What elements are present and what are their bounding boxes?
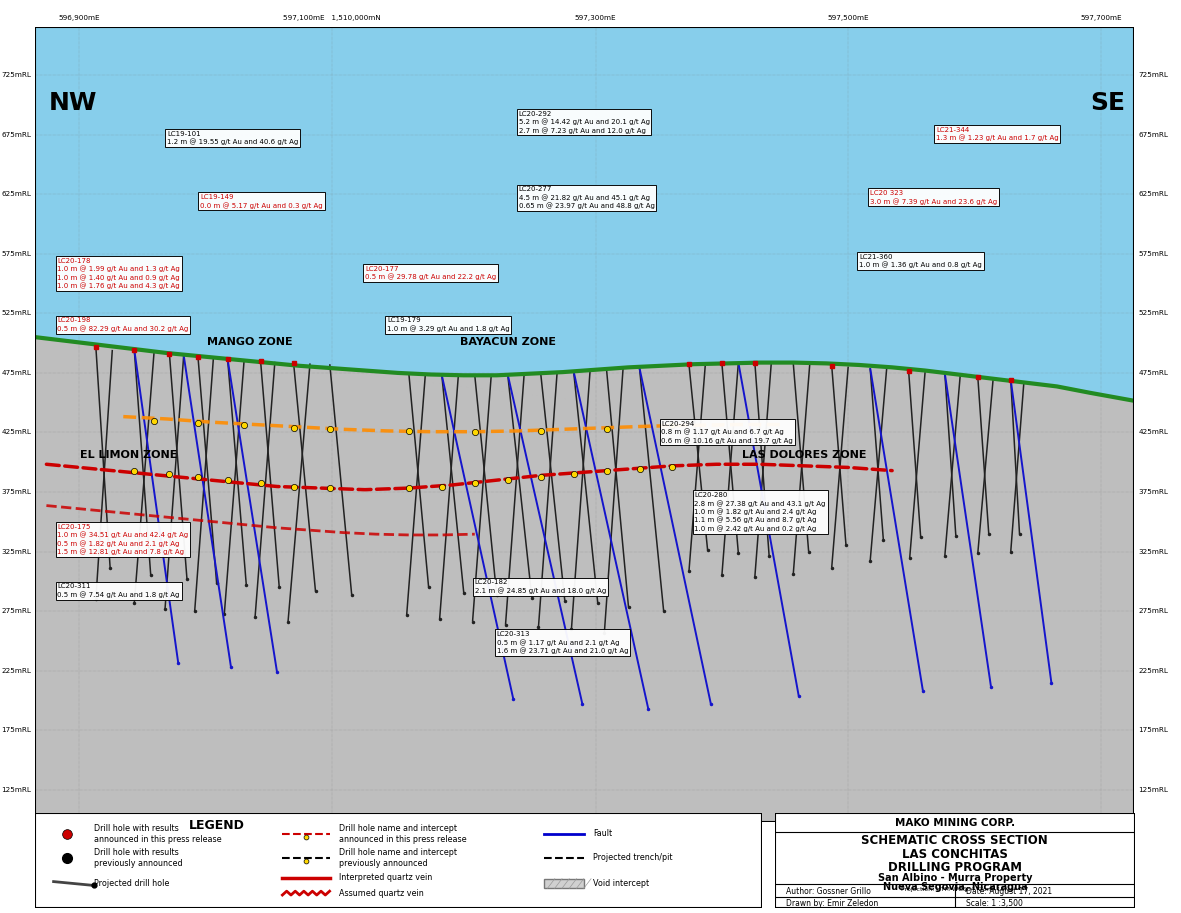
Text: SE: SE <box>1090 91 1124 115</box>
Text: 596,900mE: 596,900mE <box>59 15 100 21</box>
Text: 625mRL: 625mRL <box>1138 191 1168 197</box>
Text: LC21-360
1.0 m @ 1.36 g/t Au and 0.8 g/t Ag: LC21-360 1.0 m @ 1.36 g/t Au and 0.8 g/t… <box>859 254 981 268</box>
Text: 475mRL: 475mRL <box>1138 370 1168 376</box>
Text: Scale: 1 :3,500: Scale: 1 :3,500 <box>966 898 1023 908</box>
Text: LC20-292
5.2 m @ 14.42 g/t Au and 20.1 g/t Ag
2.7 m @ 7.23 g/t Au and 12.0 g/t A: LC20-292 5.2 m @ 14.42 g/t Au and 20.1 g… <box>518 110 650 133</box>
Text: LC20-294
0.8 m @ 1.17 g/t Au and 6.7 g/t Ag
0.6 m @ 10.16 g/t Au and 19.7 g/t Ag: LC20-294 0.8 m @ 1.17 g/t Au and 6.7 g/t… <box>661 421 794 444</box>
Text: LC20-198
0.5 m @ 82.29 g/t Au and 30.2 g/t Ag: LC20-198 0.5 m @ 82.29 g/t Au and 30.2 g… <box>58 318 189 331</box>
Text: 425mRL: 425mRL <box>1 429 31 436</box>
Text: 725mRL: 725mRL <box>1 72 31 78</box>
Text: Projected drill hole: Projected drill hole <box>93 879 169 888</box>
Text: 475mRL: 475mRL <box>1 370 31 376</box>
Text: 597,300mE: 597,300mE <box>575 828 616 834</box>
Text: 375mRL: 375mRL <box>1 489 31 495</box>
Text: 597,100mE   1,510,000mN: 597,100mE 1,510,000mN <box>283 15 380 21</box>
Text: 675mRL: 675mRL <box>1138 131 1168 138</box>
Text: EL LIMON ZONE: EL LIMON ZONE <box>80 450 177 460</box>
Text: Drill hole with results
previously announced: Drill hole with results previously annou… <box>93 847 182 867</box>
Text: 275mRL: 275mRL <box>1138 608 1168 614</box>
Text: 597,500mE: 597,500mE <box>828 15 869 21</box>
Text: Void intercept: Void intercept <box>593 879 650 888</box>
Text: LC20-175
1.0 m @ 34.51 g/t Au and 42.4 g/t Ag
0.5 m @ 1.82 g/t Au and 2.1 g/t Ag: LC20-175 1.0 m @ 34.51 g/t Au and 42.4 g… <box>58 524 189 555</box>
Text: 225mRL: 225mRL <box>1 667 31 674</box>
Text: 425mRL: 425mRL <box>1138 429 1168 436</box>
Text: MAKO MINING CORP.: MAKO MINING CORP. <box>895 818 1014 828</box>
Text: 596,900mE: 596,900mE <box>59 828 100 834</box>
Bar <box>543 878 583 888</box>
Text: Assumed quartz vein: Assumed quartz vein <box>339 888 424 897</box>
Text: MANGO ZONE: MANGO ZONE <box>207 337 293 347</box>
Text: LC20-280
2.8 m @ 27.38 g/t Au and 43.1 g/t Ag
1.0 m @ 1.82 g/t Au and 2.4 g/t Ag: LC20-280 2.8 m @ 27.38 g/t Au and 43.1 g… <box>694 492 826 532</box>
Text: 175mRL: 175mRL <box>1138 728 1168 733</box>
Text: 375mRL: 375mRL <box>1138 489 1168 495</box>
Text: 675mRL: 675mRL <box>1 131 31 138</box>
Text: LC20-178
1.0 m @ 1.99 g/t Au and 1.3 g/t Ag
1.0 m @ 1.40 g/t Au and 0.9 g/t Ag
1: LC20-178 1.0 m @ 1.99 g/t Au and 1.3 g/t… <box>58 257 181 289</box>
Text: LC19-149
0.0 m @ 5.17 g/t Au and 0.3 g/t Ag: LC19-149 0.0 m @ 5.17 g/t Au and 0.3 g/t… <box>200 194 322 209</box>
Text: Date: August 17, 2021: Date: August 17, 2021 <box>966 887 1052 897</box>
Text: LC21-344
1.3 m @ 1.23 g/t Au and 1.7 g/t Ag: LC21-344 1.3 m @ 1.23 g/t Au and 1.7 g/t… <box>937 127 1058 142</box>
Text: BAYACUN ZONE: BAYACUN ZONE <box>459 337 556 347</box>
Text: NW: NW <box>48 91 97 115</box>
Text: Nueva Segovia, Nicaragua: Nueva Segovia, Nicaragua <box>882 882 1027 892</box>
Text: Drill hole with results
announced in this press release: Drill hole with results announced in thi… <box>93 824 221 844</box>
Polygon shape <box>35 337 1134 822</box>
Text: 597,700mE: 597,700mE <box>1079 828 1122 834</box>
Text: Fault: Fault <box>593 829 613 838</box>
Polygon shape <box>35 27 1134 401</box>
Text: 575mRL: 575mRL <box>1 251 31 257</box>
Text: Drill hole name and intercept
announced in this press release: Drill hole name and intercept announced … <box>339 824 466 844</box>
Text: 597,300mE: 597,300mE <box>575 15 616 21</box>
Text: LC19-101
1.2 m @ 19.55 g/t Au and 40.6 g/t Ag: LC19-101 1.2 m @ 19.55 g/t Au and 40.6 g… <box>168 131 299 145</box>
Text: LC20-313
0.5 m @ 1.17 g/t Au and 2.1 g/t Ag
1.6 m @ 23.71 g/t Au and 21.0 g/t Ag: LC20-313 0.5 m @ 1.17 g/t Au and 2.1 g/t… <box>497 631 628 654</box>
Text: 325mRL: 325mRL <box>1138 549 1168 554</box>
Text: 325mRL: 325mRL <box>1 549 31 554</box>
Text: SCHEMATIC CROSS SECTION: SCHEMATIC CROSS SECTION <box>861 834 1049 846</box>
Text: 525mRL: 525mRL <box>1 310 31 316</box>
Text: Projection: UTM WGS84  Zone 16N: Projection: UTM WGS84 Zone 16N <box>901 887 1009 892</box>
Text: Author: Gossner Grillo: Author: Gossner Grillo <box>785 887 870 897</box>
Text: LEGEND: LEGEND <box>189 819 244 833</box>
Text: LC20-182
2.1 m @ 24.85 g/t Au and 18.0 g/t Ag: LC20-182 2.1 m @ 24.85 g/t Au and 18.0 g… <box>475 580 606 594</box>
Text: 597,100mE   1,510,000mN: 597,100mE 1,510,000mN <box>283 828 380 834</box>
Text: 175mRL: 175mRL <box>1 728 31 733</box>
Text: LC20 323
3.0 m @ 7.39 g/t Au and 23.6 g/t Ag: LC20 323 3.0 m @ 7.39 g/t Au and 23.6 g/… <box>870 190 997 205</box>
Text: 575mRL: 575mRL <box>1138 251 1168 257</box>
Text: Drill hole name and intercept
previously announced: Drill hole name and intercept previously… <box>339 847 457 867</box>
Text: 125mRL: 125mRL <box>1138 787 1168 792</box>
Text: San Albino - Murra Property: San Albino - Murra Property <box>877 873 1032 883</box>
Text: Projected trench/pit: Projected trench/pit <box>593 853 673 862</box>
Text: 597,700mE: 597,700mE <box>1079 15 1122 21</box>
Text: LC20-277
4.5 m @ 21.82 g/t Au and 45.1 g/t Ag
0.65 m @ 23.97 g/t Au and 48.8 g/t: LC20-277 4.5 m @ 21.82 g/t Au and 45.1 g… <box>518 186 654 209</box>
Text: DRILLING PROGRAM: DRILLING PROGRAM <box>888 862 1022 875</box>
Text: Interpreted quartz vein: Interpreted quartz vein <box>339 873 432 882</box>
Text: 597,500mE: 597,500mE <box>828 828 869 834</box>
Text: LC20-311
0.5 m @ 7.54 g/t Au and 1.8 g/t Ag: LC20-311 0.5 m @ 7.54 g/t Au and 1.8 g/t… <box>58 583 180 598</box>
Text: LAS DOLORES ZONE: LAS DOLORES ZONE <box>742 450 867 460</box>
Text: 625mRL: 625mRL <box>1 191 31 197</box>
Text: 125mRL: 125mRL <box>1 787 31 792</box>
Text: Drawn by: Emir Zeledon: Drawn by: Emir Zeledon <box>785 898 877 908</box>
Text: 225mRL: 225mRL <box>1138 667 1168 674</box>
Text: 275mRL: 275mRL <box>1 608 31 614</box>
Text: LC20-177
0.5 m @ 29.78 g/t Au and 22.2 g/t Ag: LC20-177 0.5 m @ 29.78 g/t Au and 22.2 g… <box>365 266 496 280</box>
Text: LC19-179
1.0 m @ 3.29 g/t Au and 1.8 g/t Ag: LC19-179 1.0 m @ 3.29 g/t Au and 1.8 g/t… <box>387 318 509 331</box>
Text: LAS CONCHITAS: LAS CONCHITAS <box>902 848 1007 861</box>
Text: 525mRL: 525mRL <box>1138 310 1168 316</box>
Text: 725mRL: 725mRL <box>1138 72 1168 78</box>
